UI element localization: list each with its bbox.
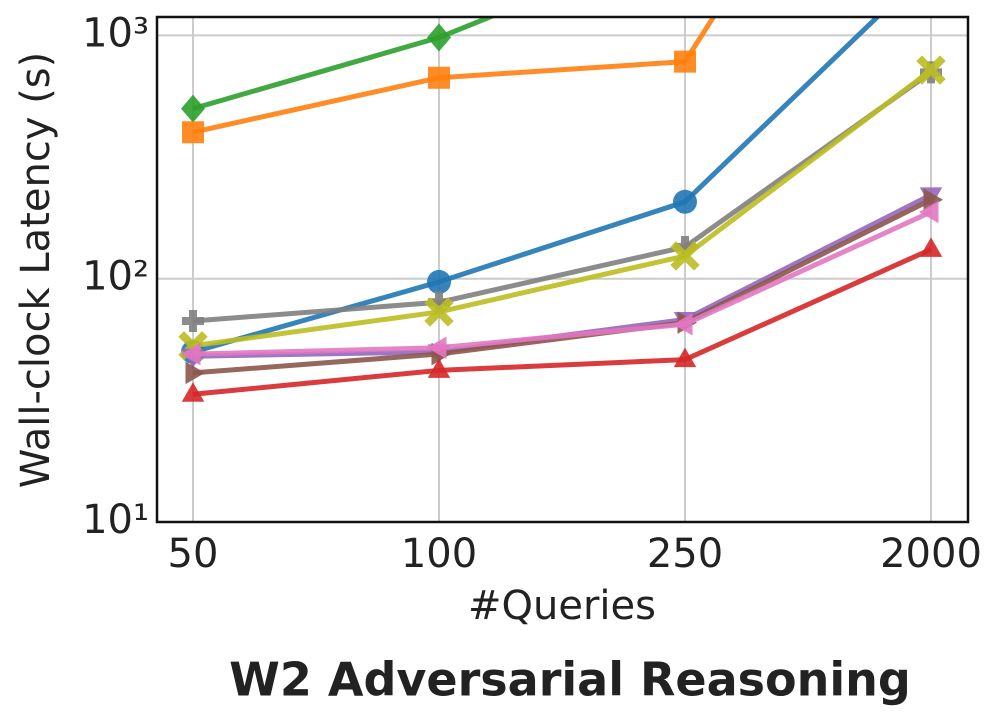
- data-point: [428, 291, 450, 314]
- y-tick-label: 10¹: [82, 497, 149, 543]
- chart-title: W2 Adversarial Reasoning: [229, 653, 911, 707]
- data-point: [427, 358, 451, 378]
- axes-frame: [155, 15, 970, 524]
- data-point: [674, 235, 696, 258]
- data-point: [673, 347, 697, 368]
- grid: [157, 17, 968, 523]
- data-point: [919, 237, 943, 257]
- series-line: [192, 247, 933, 397]
- data-point: [428, 66, 450, 89]
- y-axis-label: Wall-clock Latency (s): [13, 52, 59, 488]
- data-point: [427, 269, 451, 294]
- series-line: [192, 68, 933, 349]
- data-point: [181, 382, 205, 402]
- data-point: [185, 361, 205, 385]
- x-axis-label: #Queries: [468, 583, 656, 629]
- data-point: [181, 94, 205, 123]
- data-point: [673, 312, 693, 336]
- x-tick-label: 50: [168, 531, 219, 577]
- data-point: [182, 310, 204, 333]
- y-tick-label: 10²: [82, 254, 149, 300]
- series-line: [192, 17, 881, 355]
- marker-stroke: [916, 55, 946, 85]
- data-point: [670, 241, 700, 271]
- labels: 10¹ 10² 10³ 50 100 250 2000: [82, 10, 982, 577]
- data-point: [182, 121, 204, 144]
- x-tick-label: 250: [647, 531, 723, 577]
- data-point: [181, 342, 201, 366]
- x-tick-label: 2000: [880, 531, 982, 577]
- data-point: [427, 23, 451, 52]
- series-line: [192, 17, 717, 135]
- series-line: [192, 209, 933, 357]
- plot-area: [178, 17, 946, 402]
- data-point: [674, 50, 696, 73]
- marker-stroke: [670, 241, 700, 271]
- x-tick-label: 100: [401, 531, 477, 577]
- y-tick-label: 10³: [82, 10, 149, 56]
- data-point: [673, 189, 697, 214]
- marker-stroke: [424, 297, 454, 327]
- data-point: [424, 297, 454, 327]
- data-point: [916, 55, 946, 85]
- data-point: [427, 336, 447, 360]
- data-point: [923, 188, 943, 212]
- series-line: [192, 70, 933, 324]
- data-point: [919, 200, 939, 224]
